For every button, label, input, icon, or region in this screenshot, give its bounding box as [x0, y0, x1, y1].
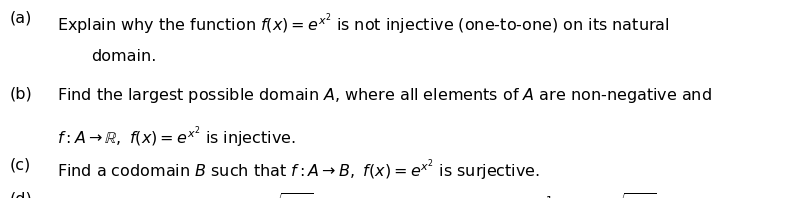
Text: Find a codomain $B$ such that $f: A \rightarrow B,\ f(x) = e^{x^2}$ is surjectiv: Find a codomain $B$ such that $f: A \rig… — [57, 157, 540, 183]
Text: domain.: domain. — [91, 49, 157, 64]
Text: $f: A \rightarrow \mathbb{R},\ f(x) = e^{x^2}$ is injective.: $f: A \rightarrow \mathbb{R},\ f(x) = e^… — [57, 124, 296, 149]
Text: (d): (d) — [9, 191, 32, 198]
Text: (c): (c) — [9, 157, 31, 172]
Text: (b): (b) — [9, 86, 32, 101]
Text: Show that $g: B \rightarrow A,\ g(x) = \sqrt{\ln x}$ is the inverse of $f$.  Why: Show that $g: B \rightarrow A,\ g(x) = \… — [57, 191, 664, 198]
Text: (a): (a) — [9, 11, 32, 26]
Text: Find the largest possible domain $A$, where all elements of $A$ are non-negative: Find the largest possible domain $A$, wh… — [57, 86, 712, 105]
Text: Explain why the function $f(x) = e^{x^2}$ is not injective (one-to-one) on its n: Explain why the function $f(x) = e^{x^2}… — [57, 11, 669, 37]
